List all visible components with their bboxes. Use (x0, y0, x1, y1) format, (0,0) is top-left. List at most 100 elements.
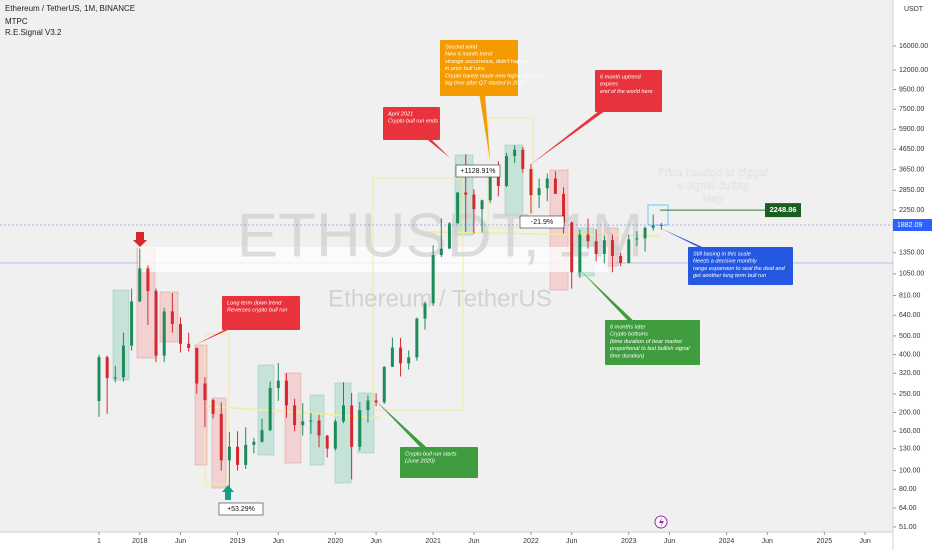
candle-body (456, 192, 460, 224)
candle-body (342, 405, 345, 422)
callout-text: (time duration of bear market (610, 339, 682, 345)
candle-body (146, 268, 150, 292)
candle-body (651, 225, 655, 228)
y-tick-label: 80.00 (899, 486, 917, 493)
y-tick-label: 100.00 (899, 467, 921, 474)
x-tick-label: Jun (664, 538, 675, 545)
callout-text: New 6 month trend (445, 52, 493, 58)
candle-body (301, 421, 305, 426)
candle-body (244, 444, 248, 465)
y-tick-label: 160.00 (899, 428, 921, 435)
y-tick-label: 64.00 (899, 505, 917, 512)
candle-body (537, 188, 541, 196)
candle-body (529, 168, 533, 196)
watermark-ticker: ETHUSDT, 1M (237, 201, 643, 270)
range-box (357, 392, 375, 454)
candle-body (284, 380, 288, 406)
candle-body (358, 410, 362, 447)
x-tick-label: Jun (175, 538, 186, 545)
trigger-note: a signal during (677, 180, 749, 192)
trigger-tag (765, 203, 801, 218)
candle-body (130, 301, 134, 346)
percent-label: +53.29% (227, 506, 255, 513)
y-tick-label: 200.00 (899, 409, 921, 416)
candle-body (105, 357, 109, 379)
candle-body (390, 347, 394, 367)
x-tick-label: 2019 (230, 538, 246, 545)
candle-body (121, 345, 125, 378)
callout-text: time duration) (610, 353, 644, 359)
callout-text: Crypto bull run starts (405, 451, 457, 457)
candle-body (179, 323, 182, 344)
indicator-name: R.E.Signal V3.2 (5, 28, 62, 37)
highlight-line (429, 231, 661, 237)
y-tick-label: 9500.00 (899, 86, 924, 93)
callout-text: expires (600, 82, 618, 88)
indicator-name: MTPC (5, 17, 28, 26)
callout-text: range expansion to seal the deal and (693, 266, 786, 272)
candle-body (521, 149, 525, 169)
callout-pointer (375, 400, 443, 463)
candle-body (211, 400, 215, 414)
signal-arrow-up (222, 485, 234, 500)
callout-text: big time after QT started in 2022 (445, 80, 526, 86)
callout-text: Crypto barely made new highs and died (445, 73, 544, 79)
callout-text: Still basing in this scale (693, 251, 751, 257)
callout-text: 6 months later (610, 324, 647, 330)
candle-body (496, 174, 500, 186)
candle-body (480, 200, 484, 210)
candle-body (602, 240, 606, 255)
candle-body (488, 174, 492, 201)
y-tick-label: 3650.00 (899, 166, 924, 173)
trigger-note: May (703, 193, 724, 205)
y-tick-label: 7500.00 (899, 106, 924, 113)
callout-text: 6 month uptrend (600, 74, 642, 80)
x-tick-label: Jun (859, 538, 870, 545)
y-tick-label: 1050.00 (899, 271, 924, 278)
candle-body (562, 193, 566, 223)
callout-text: get another long term bull run (693, 273, 766, 279)
y-tick-label: 400.00 (899, 351, 921, 358)
x-tick-label: 2020 (328, 538, 344, 545)
candle-body (317, 420, 321, 436)
last-price-label: 1882.09 (897, 222, 922, 229)
signal-arrow-down (133, 232, 147, 247)
callout-text: proportional to last bullish signal (609, 346, 690, 352)
callout-text: Second wind (445, 44, 478, 50)
callout-text: strange occurrence, didn't happen (445, 59, 529, 65)
candle-body (659, 225, 663, 227)
candle-body (399, 347, 403, 364)
candle-body (293, 405, 297, 426)
candle-body (170, 311, 174, 324)
candle-body (513, 149, 517, 157)
callout-box (688, 247, 793, 285)
candle-body (439, 248, 443, 256)
candle-body (187, 343, 191, 348)
callout-text: in prior bull runs (445, 66, 485, 72)
candle-body (545, 178, 549, 189)
range-boxes (112, 144, 619, 489)
percent-box (519, 215, 565, 229)
callout-box (595, 70, 662, 112)
callout-box (440, 40, 518, 96)
y-tick-label: 4650.00 (899, 146, 924, 153)
range-box (309, 394, 325, 466)
event-icon-bolt (659, 517, 664, 528)
candle-body (578, 234, 582, 273)
candle-body (407, 357, 411, 364)
percent-label: +1128.91% (460, 168, 495, 175)
candle-body (97, 357, 101, 401)
candle-body (227, 446, 231, 461)
candle-body (113, 377, 117, 379)
percent-box (218, 502, 264, 516)
candle-body (570, 222, 574, 273)
y-tick-label: 320.00 (899, 370, 921, 377)
callout-text: Crypto bull run ends (388, 119, 438, 125)
callout-box (400, 447, 478, 478)
callout-box (383, 107, 440, 140)
candle-body (268, 388, 272, 431)
y-tick-label: 1350.00 (899, 250, 924, 257)
callout-text: Long term down trend (227, 300, 282, 306)
range-box (284, 372, 302, 464)
